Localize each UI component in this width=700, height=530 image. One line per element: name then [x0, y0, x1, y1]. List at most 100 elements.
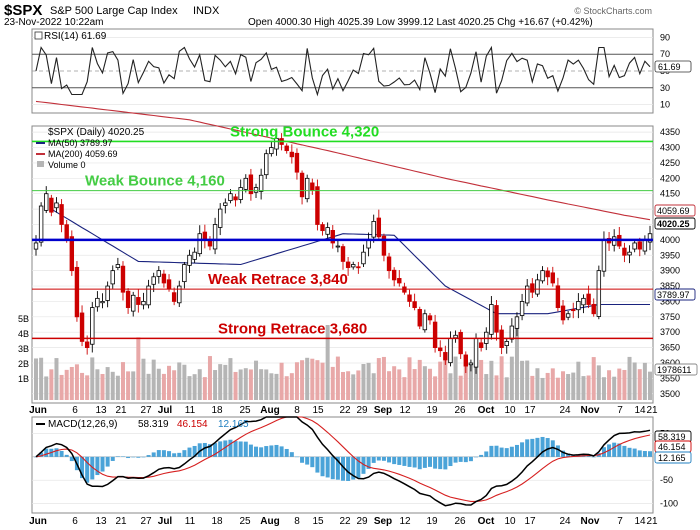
candle-body	[422, 313, 428, 331]
price-tick: 4150	[660, 189, 680, 199]
volume-bar	[468, 363, 473, 400]
x-axis-label: 13	[95, 516, 107, 527]
x-axis-label: Nov	[581, 516, 600, 527]
volume-bar	[351, 374, 356, 400]
macd-hist-bar	[233, 441, 238, 457]
candle-body	[591, 303, 596, 315]
macd-hist-bar	[172, 453, 177, 457]
candle-body	[274, 137, 279, 150]
volume-legend: Volume 0	[48, 160, 86, 170]
candle-body	[156, 270, 161, 277]
volume-bar	[115, 375, 120, 400]
volume-bar	[402, 377, 407, 400]
volume-bar	[269, 373, 274, 400]
macd-hist-bar	[642, 451, 647, 457]
x-axis-label: 21	[115, 405, 127, 416]
x-axis-label: Oct	[478, 405, 495, 416]
macd-panel: 500-50-100 MACD(12,26,9) 58.319 46.154 1…	[31, 416, 692, 514]
macd-hist-bar	[64, 454, 69, 457]
x-axis-label: 29	[356, 516, 368, 527]
x-axis-label: 11	[185, 516, 196, 527]
candle-body	[90, 307, 95, 345]
macd-hist-bar	[167, 451, 172, 457]
rsi-tick: 30	[660, 83, 670, 93]
macd-hist-bar	[254, 446, 259, 457]
macd-hist-bar	[320, 456, 325, 477]
candle-body	[525, 285, 530, 304]
x-axis-label: 18	[211, 405, 223, 416]
volume-bar	[335, 356, 340, 400]
candle-body	[136, 297, 141, 305]
candle-body	[463, 354, 468, 367]
candle-body	[448, 337, 453, 364]
x-axis-label: 19	[426, 516, 438, 527]
volume-bar	[458, 375, 463, 400]
volume-bar	[540, 377, 545, 400]
volume-bar	[607, 370, 612, 400]
volume-bar	[120, 362, 125, 400]
volume-bar	[300, 360, 305, 400]
macd-hist-bar	[95, 456, 100, 476]
rsi-tick: 70	[660, 49, 670, 59]
macd-hist-bar	[443, 456, 448, 470]
macd-hist-bar	[545, 438, 550, 457]
macd-hist-bar	[243, 441, 248, 457]
macd-hist-bar	[371, 456, 376, 463]
x-axis-label: 21	[646, 405, 658, 416]
macd-hist-bar	[187, 447, 192, 457]
candle-body	[315, 186, 320, 225]
level-label: Weak Bounce 4,160	[85, 173, 225, 190]
macd-hist-bar	[555, 445, 560, 457]
x-axis-label: 25	[239, 516, 251, 527]
ma200-line	[35, 100, 651, 221]
x-axis-label: 22	[339, 516, 351, 527]
x-axis-label: Aug	[260, 405, 279, 416]
x-axis-label: 15	[312, 405, 324, 416]
candle-body	[632, 242, 637, 250]
macd-hist-bar	[617, 443, 622, 457]
candle-body	[177, 285, 182, 304]
volume-bar	[182, 364, 187, 400]
exchange-label: INDX	[193, 5, 220, 17]
macd-hist-bar	[228, 439, 233, 457]
candle-body	[105, 285, 110, 301]
macd-hist-bar	[238, 441, 243, 457]
x-axis-label: 8	[294, 516, 300, 527]
rsi-value-tag	[654, 60, 692, 73]
macd-hist-bar	[151, 452, 156, 457]
volume-bar	[197, 369, 202, 400]
x-axis-label: 14	[634, 405, 646, 416]
rsi-panel: 9070503010 61.69 RSI(14) 61.69	[31, 28, 692, 114]
rsi-value-tag-text: 61.69	[658, 62, 681, 72]
volume-bar	[177, 362, 182, 400]
volume-bar	[489, 360, 494, 400]
candle-body	[95, 297, 100, 308]
candle-body	[325, 227, 330, 235]
rsi-line	[35, 45, 651, 97]
macd-hist-tag-text: 12.165	[658, 453, 686, 463]
candle-body	[427, 315, 433, 321]
x-axis-label: 27	[140, 405, 152, 416]
volume-bar	[617, 368, 622, 400]
macd-histogram	[34, 436, 652, 483]
volume-bar	[146, 373, 151, 400]
candle-body	[217, 208, 223, 228]
macd-hist-bar	[499, 447, 504, 457]
macd-hist-bar	[484, 451, 489, 457]
candle-body	[243, 177, 248, 190]
volume-bar	[248, 369, 253, 400]
volume-bar	[591, 357, 596, 400]
level-lines: Strong Bounce 4,320 Weak Bounce 4,160 Weak…	[32, 123, 653, 340]
macd-value: 58.319	[138, 419, 169, 430]
candle-body	[84, 341, 90, 348]
ma200-tag	[654, 204, 696, 217]
candle-body	[330, 230, 335, 244]
candle-body	[407, 294, 412, 302]
candle-body	[443, 352, 448, 361]
candle-body	[371, 221, 376, 238]
x-axis-label: 25	[239, 405, 251, 416]
x-axis-label: 12	[399, 516, 411, 527]
last-price-tag	[654, 217, 696, 230]
macd-signal-value: 46.154	[177, 419, 208, 430]
volume-bar	[74, 364, 79, 400]
